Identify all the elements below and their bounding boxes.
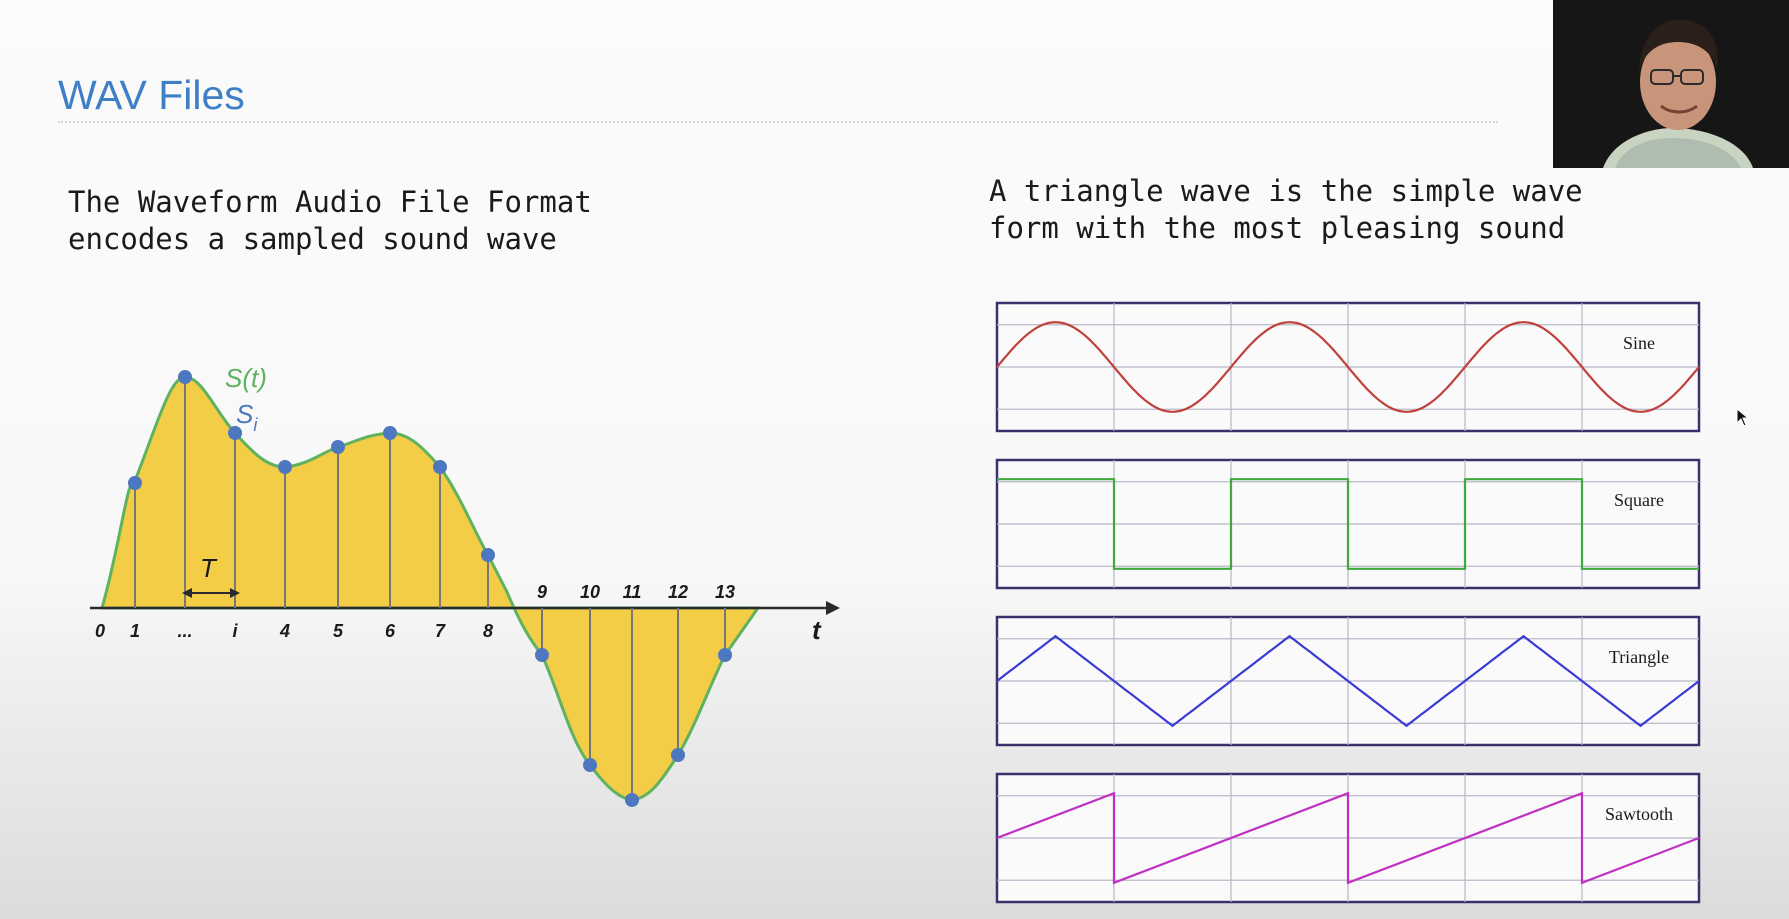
square-wave-line (997, 478, 1699, 570)
tick-label: 9 (537, 582, 547, 602)
sample-point (178, 370, 192, 384)
sample-point (625, 793, 639, 807)
time-axis-label: t (812, 615, 822, 645)
waveform-panel-sine: Sine (995, 301, 1701, 433)
mouse-cursor-icon (1736, 408, 1750, 427)
triangle-label: Triangle (1609, 647, 1669, 667)
square-label: Square (1614, 490, 1664, 510)
tick-label: 5 (333, 621, 344, 641)
sample-point (128, 476, 142, 490)
tick-label: 11 (623, 582, 642, 602)
tick-label: 10 (580, 582, 600, 602)
right-description-line-1: A triangle wave is the simple wave (989, 174, 1583, 208)
tick-label: i (232, 621, 238, 641)
sample-label: Si (236, 399, 258, 435)
sample-point (583, 758, 597, 772)
tick-label: 0 (95, 621, 105, 641)
slide-title: WAV Files (58, 72, 245, 118)
waveform-panel-sawtooth: Sawtooth (995, 772, 1701, 904)
sample-point (228, 426, 242, 440)
tick-label: 13 (715, 582, 735, 602)
presenter-webcam (1553, 0, 1789, 168)
title-divider (58, 121, 1498, 123)
waveform-comparison: Sine Square Triangle Sawtooth (995, 301, 1701, 904)
signal-area (100, 375, 761, 802)
triangle-wave-line (996, 634, 1700, 728)
signal-label: S(t) (225, 363, 267, 393)
sample-point (331, 440, 345, 454)
right-description: A triangle wave is the simple wave form … (989, 173, 1583, 247)
left-description-line-2: encodes a sampled sound wave (68, 222, 557, 256)
sample-stems (134, 377, 726, 800)
waveform-panel-square: Square (995, 458, 1701, 590)
sine-wave-line (996, 321, 1700, 413)
sample-point (433, 460, 447, 474)
sample-point (671, 748, 685, 762)
left-description-line-1: The Waveform Audio File Format (68, 185, 592, 219)
sample-point (718, 648, 732, 662)
waveform-panel-triangle: Triangle (995, 615, 1701, 747)
time-axis-arrowhead (826, 601, 840, 615)
period-label: T (200, 553, 218, 583)
tick-label: 8 (483, 621, 493, 641)
tick-label: 4 (279, 621, 290, 641)
sine-label: Sine (1623, 333, 1655, 353)
tick-labels: 0 1... i 4 5 6 7 8 9 10 11 12 13 (95, 582, 735, 641)
sampling-diagram: T S(t) Si t 0 1... i 4 5 6 7 8 9 10 11 12 13 (90, 363, 840, 807)
tick-label: 12 (668, 582, 688, 602)
sample-points (128, 370, 732, 807)
presenter-video-icon (1553, 0, 1789, 168)
sample-point (278, 460, 292, 474)
right-description-line-2: form with the most pleasing sound (989, 211, 1566, 245)
sample-point (535, 648, 549, 662)
tick-label: 7 (435, 621, 446, 641)
left-description: The Waveform Audio File Format encodes a… (68, 184, 592, 258)
tick-label: 1 (130, 621, 140, 641)
tick-label: ... (177, 621, 192, 641)
tick-label: 6 (385, 621, 396, 641)
sawtooth-label: Sawtooth (1605, 804, 1673, 824)
sawtooth-wave-line (996, 791, 1700, 885)
sample-point (481, 548, 495, 562)
sample-point (383, 426, 397, 440)
period-marker (182, 588, 240, 598)
